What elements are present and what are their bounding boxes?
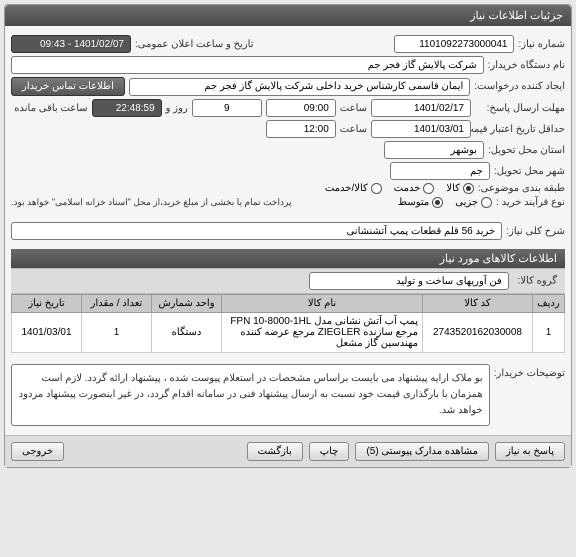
time-label-2: ساعت (340, 124, 367, 135)
panel-title: جزئیات اطلاعات نیاز (5, 5, 571, 26)
radio-small[interactable]: جزیی (455, 197, 492, 208)
group-value: فن آوریهای ساخت و تولید (309, 272, 509, 290)
province-value: بوشهر (384, 141, 484, 159)
deadline-time: 09:00 (266, 99, 336, 117)
subject-class-group: کالا خدمت کالا/خدمت (325, 183, 474, 194)
cell-qty: 1 (82, 313, 152, 353)
validity-date: 1401/03/01 (371, 120, 471, 138)
col-code: کد کالا (423, 295, 533, 313)
city-label: شهر محل تحویل: (494, 166, 565, 177)
days-suffix: روز و (166, 103, 188, 114)
print-button[interactable]: چاپ (309, 442, 350, 461)
col-row: ردیف (533, 295, 565, 313)
col-date: تاریخ نیاز (12, 295, 82, 313)
need-number-value: 1101092273000041 (394, 35, 514, 53)
summary-value: خرید 56 قلم قطعات پمپ آتشنشانی (11, 222, 502, 240)
footer-bar: پاسخ به نیاز مشاهده مدارک پیوستی (5) چاپ… (5, 435, 571, 467)
output-button[interactable]: خروجی (11, 442, 64, 461)
buyer-notes-value: بو ملاک ارایه پیشنهاد می بایست براساس مش… (11, 364, 490, 426)
days-remaining: 9 (192, 99, 262, 117)
buyer-notes-label: توضیحات خریدار: (494, 364, 565, 379)
radio-medium[interactable]: متوسط (398, 197, 443, 208)
need-number-label: شماره نیاز: (518, 39, 565, 50)
items-section-title: اطلاعات کالاهای مورد نیاز (11, 249, 565, 268)
col-name: نام کالا (222, 295, 423, 313)
deadline-date: 1401/02/17 (371, 99, 471, 117)
panel-body: شماره نیاز: 1101092273000041 تاریخ و ساع… (5, 26, 571, 435)
need-details-panel: جزئیات اطلاعات نیاز شماره نیاز: 11010922… (4, 4, 572, 468)
remaining-suffix: ساعت باقی مانده (14, 103, 87, 114)
cell-row: 1 (533, 313, 565, 353)
attachments-button[interactable]: مشاهده مدارک پیوستی (5) (355, 442, 489, 461)
table-row[interactable]: 1 2743520162030008 پمپ آب آتش نشانی مدل … (12, 313, 565, 353)
back-button[interactable]: بازگشت (247, 442, 303, 461)
requester-value: ایمان قاسمی کارشناس خرید داخلی شرکت پالا… (129, 78, 470, 96)
cell-date: 1401/03/01 (12, 313, 82, 353)
radio-goods[interactable]: کالا (446, 183, 474, 194)
group-strip: گروه کالا: فن آوریهای ساخت و تولید (11, 268, 565, 294)
cell-name: پمپ آب آتش نشانی مدل FPN 10-8000-1HL مرج… (222, 313, 423, 353)
contact-button[interactable]: اطلاعات تماس خریدار (11, 77, 125, 96)
radio-service[interactable]: خدمت (394, 183, 435, 194)
announce-value: 1401/02/07 - 09:43 (11, 35, 131, 53)
subject-class-label: طبقه بندی موضوعی: (478, 183, 565, 194)
city-value: جم (390, 162, 490, 180)
validity-label: حداقل تاریخ اعتبار قیمت: تا تاریخ: (475, 124, 565, 135)
buyer-org-label: نام دستگاه خریدار: (488, 60, 565, 71)
col-unit: واحد شمارش (152, 295, 222, 313)
remaining-time: 22:48:59 (92, 99, 162, 117)
process-group: جزیی متوسط (398, 197, 492, 208)
province-label: استان محل تحویل: (488, 145, 565, 156)
group-label: گروه کالا: (518, 276, 557, 287)
announce-label: تاریخ و ساعت اعلان عمومی: (135, 39, 254, 50)
requester-label: ایجاد کننده درخواست: (474, 81, 565, 92)
radio-both[interactable]: کالا/خدمت (325, 183, 382, 194)
cell-code: 2743520162030008 (423, 313, 533, 353)
deadline-label: مهلت ارسال پاسخ: (475, 103, 565, 114)
cell-unit: دستگاه (152, 313, 222, 353)
validity-time: 12:00 (266, 120, 336, 138)
buyer-org-value: شرکت پالایش گاز فجر جم (11, 56, 484, 74)
items-table: ردیف کد کالا نام کالا واحد شمارش تعداد /… (11, 294, 565, 353)
process-label: نوع فرآیند خرید : (496, 197, 565, 208)
summary-label: شرح کلی نیاز: (506, 226, 565, 237)
col-qty: تعداد / مقدار (82, 295, 152, 313)
process-note: پرداخت تمام یا بخشی از مبلغ خرید،از محل … (11, 197, 291, 208)
reply-button[interactable]: پاسخ به نیاز (495, 442, 565, 461)
time-label-1: ساعت (340, 103, 367, 114)
